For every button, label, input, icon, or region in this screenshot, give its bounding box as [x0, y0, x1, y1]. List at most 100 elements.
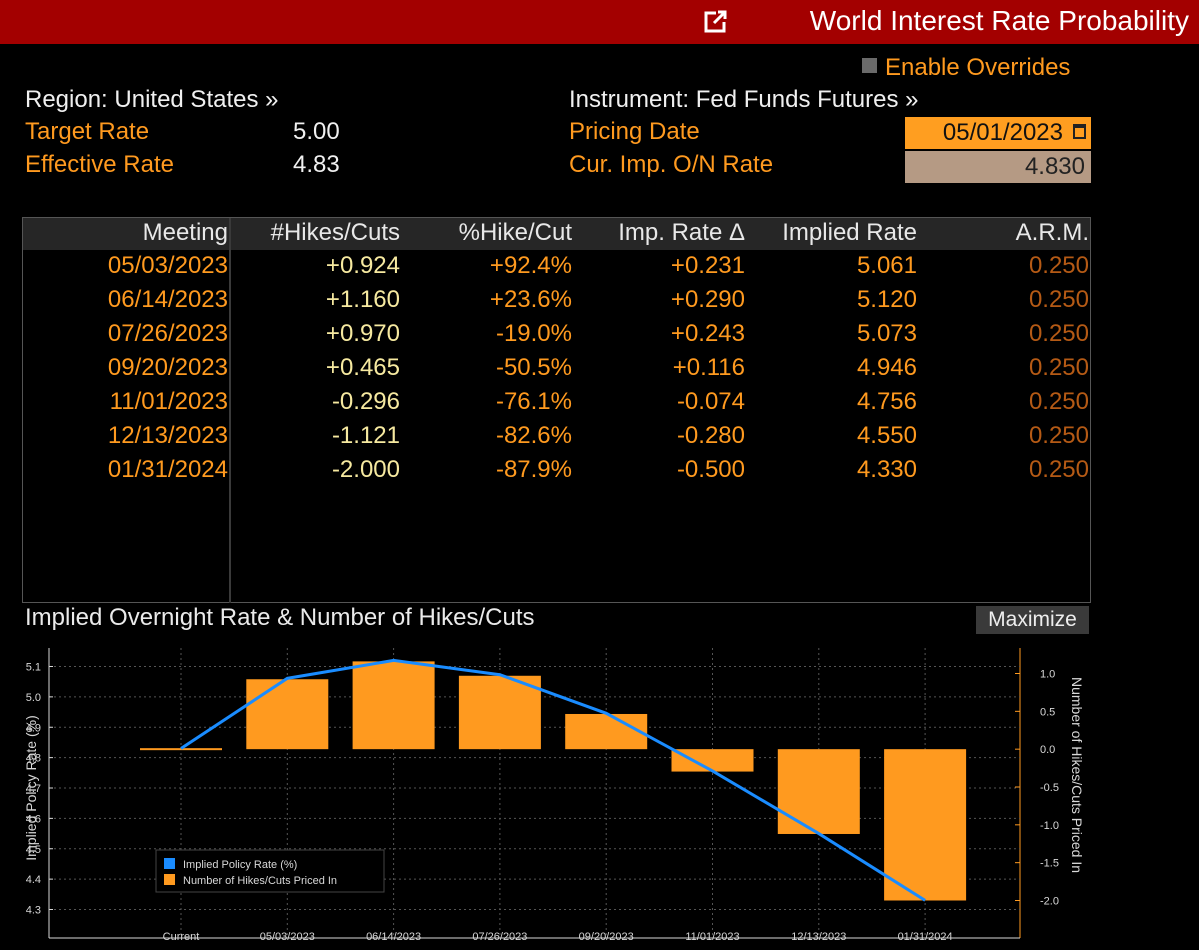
y-tick-label: 4.6 [26, 813, 41, 825]
target-rate-value: 5.00 [293, 118, 340, 145]
cur-imp-rate-label: Cur. Imp. O/N Rate [569, 151, 774, 178]
y2-axis-title: Number of Hikes/Cuts Priced In [1069, 677, 1085, 873]
cell-implied-rate: 4.946 [856, 354, 917, 381]
effective-rate-label: Effective Rate [25, 151, 174, 178]
cell-imp-rate-delta: +0.231 [670, 252, 745, 279]
col-header-hikes-cuts[interactable]: #Hikes/Cuts [270, 219, 400, 246]
y-tick-label: 5.0 [26, 692, 41, 704]
cell-implied-rate: 5.061 [856, 252, 917, 279]
external-link-icon[interactable] [704, 9, 728, 33]
cell-hikes-cuts: +1.160 [325, 286, 400, 313]
y-tick-label: 4.3 [26, 905, 41, 917]
cell-implied-rate: 4.330 [856, 456, 917, 483]
chart-title: Implied Overnight Rate & Number of Hikes… [25, 604, 535, 631]
bar [246, 679, 329, 750]
enable-overrides-checkbox[interactable]: Enable Overrides [862, 54, 1070, 82]
y-tick-label: 4.4 [26, 874, 41, 886]
bar [458, 675, 541, 750]
cell-meeting-date: 11/01/2023 [109, 388, 228, 415]
x-tick-label: 12/13/2023 [791, 931, 846, 943]
table-divider [229, 218, 231, 603]
x-tick-label: 01/31/2024 [898, 931, 953, 943]
cell-meeting-date: 01/31/2024 [107, 456, 228, 483]
cell-imp-rate-delta: +0.243 [670, 320, 745, 347]
y2-tick-label: 0.0 [1040, 744, 1055, 756]
cell-pct-hike-cut: -50.5% [495, 354, 572, 381]
y-axis-title: Implied Policy Rate (%) [23, 715, 39, 861]
bar [352, 661, 435, 750]
pricing-date-field[interactable]: 05/01/2023 [905, 117, 1091, 149]
cell-arm: 0.250 [1028, 252, 1089, 279]
window-title: World Interest Rate Probability [809, 5, 1189, 36]
cell-arm: 0.250 [1028, 388, 1089, 415]
y2-tick-label: 1.0 [1040, 669, 1055, 681]
maximize-button[interactable]: Maximize [976, 606, 1089, 634]
y-tick-label: 4.7 [26, 783, 41, 795]
cur-imp-rate-field[interactable]: 4.830 [905, 151, 1091, 183]
cell-arm: 0.250 [1028, 320, 1089, 347]
cell-hikes-cuts: +0.924 [325, 252, 400, 279]
enable-overrides-label: Enable Overrides [885, 54, 1071, 81]
cell-implied-rate: 5.073 [856, 320, 917, 347]
meetings-table [22, 217, 1091, 603]
cell-pct-hike-cut: -87.9% [495, 456, 572, 483]
y-tick-label: 4.8 [26, 753, 41, 765]
cell-hikes-cuts: -0.296 [331, 388, 400, 415]
cell-pct-hike-cut: +23.6% [489, 286, 572, 313]
x-tick-label: 11/01/2023 [685, 931, 739, 943]
cell-imp-rate-delta: +0.116 [672, 354, 745, 381]
cell-meeting-date: 09/20/2023 [107, 354, 228, 381]
cell-arm: 0.250 [1028, 286, 1089, 313]
pricing-date-value: 05/01/2023 [942, 119, 1063, 146]
y-tick-label: 4.5 [26, 844, 41, 856]
y-tick-label: 4.9 [26, 722, 41, 734]
col-header-imp-rate-delta[interactable]: Imp. Rate Δ [618, 219, 745, 246]
cell-implied-rate: 5.120 [856, 286, 917, 313]
region-link[interactable]: Region: United States » [25, 86, 279, 113]
cell-hikes-cuts: -1.121 [331, 422, 400, 449]
checkbox-icon[interactable] [862, 58, 877, 73]
x-tick-label: 09/20/2023 [579, 931, 634, 943]
x-tick-label: 07/26/2023 [472, 931, 527, 943]
legend-label-line: Implied Policy Rate (%) [183, 859, 297, 871]
calendar-icon[interactable] [1073, 124, 1086, 139]
pricing-date-label: Pricing Date [569, 118, 700, 145]
col-header-pct-hike-cut[interactable]: %Hike/Cut [458, 219, 572, 246]
cell-arm: 0.250 [1028, 354, 1089, 381]
legend-swatch-bar [164, 874, 175, 885]
col-header-meeting[interactable]: Meeting [142, 219, 228, 246]
effective-rate-value: 4.83 [293, 151, 340, 178]
legend-swatch-line [164, 858, 175, 869]
cell-imp-rate-delta: -0.280 [676, 422, 745, 449]
table-header [23, 218, 1090, 250]
y2-tick-label: -0.5 [1040, 782, 1059, 794]
cell-meeting-date: 07/26/2023 [107, 320, 228, 347]
bar [671, 749, 754, 772]
cell-meeting-date: 06/14/2023 [107, 286, 228, 313]
cell-imp-rate-delta: -0.500 [676, 456, 745, 483]
cell-arm: 0.250 [1028, 456, 1089, 483]
rate-chart: 5.1 5.0 4.9 4.8 4.7 4.6 4.5 4.4 4.3 1.0 0.5 0.0 -0.5… [23, 648, 1085, 943]
bar [565, 713, 648, 750]
title-bar: World Interest Rate Probability [0, 0, 1199, 44]
bar [884, 749, 967, 901]
cell-implied-rate: 4.550 [856, 422, 917, 449]
x-tick-label: Current [163, 931, 200, 943]
y2-tick-label: -2.0 [1040, 896, 1059, 908]
x-tick-label: 06/14/2023 [366, 931, 421, 943]
y2-tick-label: -1.5 [1040, 858, 1059, 870]
cell-pct-hike-cut: +92.4% [489, 252, 572, 279]
y-tick-label: 5.1 [26, 662, 41, 674]
cell-pct-hike-cut: -82.6% [495, 422, 572, 449]
cell-pct-hike-cut: -76.1% [495, 388, 572, 415]
cur-imp-rate-value: 4.830 [1024, 153, 1085, 180]
col-header-implied-rate[interactable]: Implied Rate [782, 219, 917, 246]
bar [140, 748, 222, 751]
cell-arm: 0.250 [1028, 422, 1089, 449]
cell-meeting-date: 05/03/2023 [107, 252, 228, 279]
y2-tick-label: 0.5 [1040, 706, 1055, 718]
instrument-link[interactable]: Instrument: Fed Funds Futures » [569, 86, 919, 113]
legend-label-bar: Number of Hikes/Cuts Priced In [183, 875, 337, 887]
cell-hikes-cuts: +0.465 [325, 354, 400, 381]
col-header-arm[interactable]: A.R.M. [1015, 219, 1089, 246]
